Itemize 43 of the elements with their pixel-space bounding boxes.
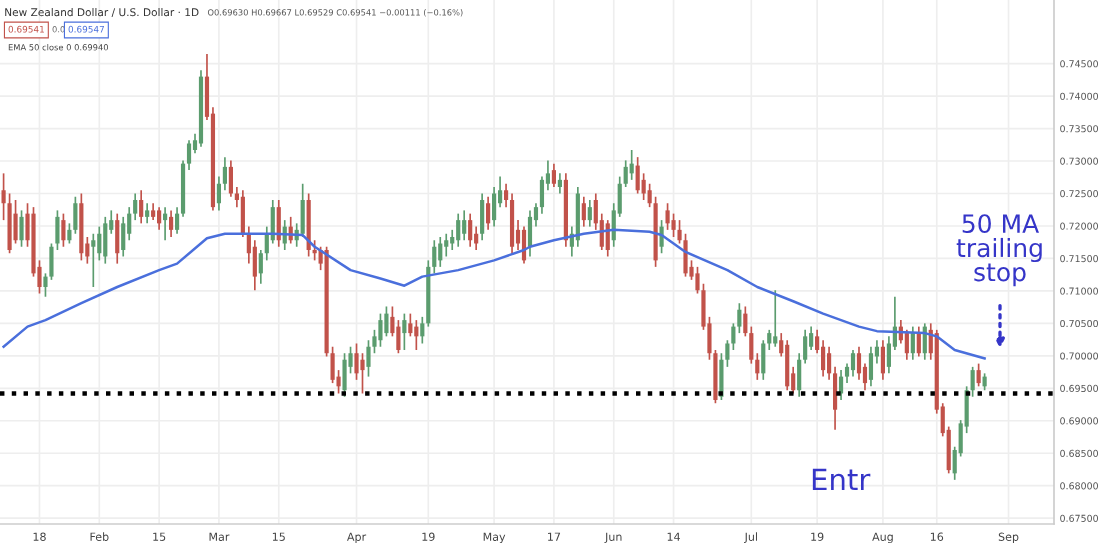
candlestick (785, 339, 790, 392)
annotation: Entr (812, 468, 871, 491)
candlestick (438, 236, 443, 268)
candlestick (103, 216, 108, 265)
candlestick (91, 232, 96, 288)
candlestick (850, 349, 856, 378)
candlestick (587, 199, 592, 228)
candlestick (139, 189, 144, 225)
candlestick (641, 172, 646, 201)
candlestick (976, 362, 981, 388)
candlestick (145, 202, 150, 225)
candlestick (168, 209, 174, 238)
candlestick (13, 199, 18, 245)
candlestick (665, 202, 670, 231)
candlestick (61, 212, 66, 248)
candlestick (575, 186, 580, 248)
candlestick (408, 312, 413, 338)
candlestick (868, 345, 874, 388)
candlestick (916, 325, 921, 358)
candlestick (635, 156, 640, 195)
annotation: 50 MA trailing stop (956, 214, 1042, 287)
candlestick (527, 209, 533, 258)
candlestick (773, 289, 778, 348)
candlestick (115, 212, 120, 265)
candlestick (551, 162, 557, 188)
candlestick (19, 209, 24, 248)
candlestick (910, 325, 915, 361)
candlestick (378, 312, 383, 348)
candlestick (468, 212, 473, 248)
candlestick (360, 352, 365, 395)
candlestick (73, 195, 78, 235)
candlestick (342, 352, 347, 398)
candlestick (157, 206, 162, 231)
candlestick (480, 192, 485, 242)
candlestick (462, 209, 467, 242)
candlestick (486, 195, 491, 231)
candlestick (402, 312, 407, 351)
candlestick (581, 195, 586, 228)
candlestick (659, 219, 664, 255)
candlestick (557, 172, 562, 195)
candlestick (456, 212, 461, 248)
candlestick (509, 192, 515, 255)
candlestick (880, 339, 886, 381)
